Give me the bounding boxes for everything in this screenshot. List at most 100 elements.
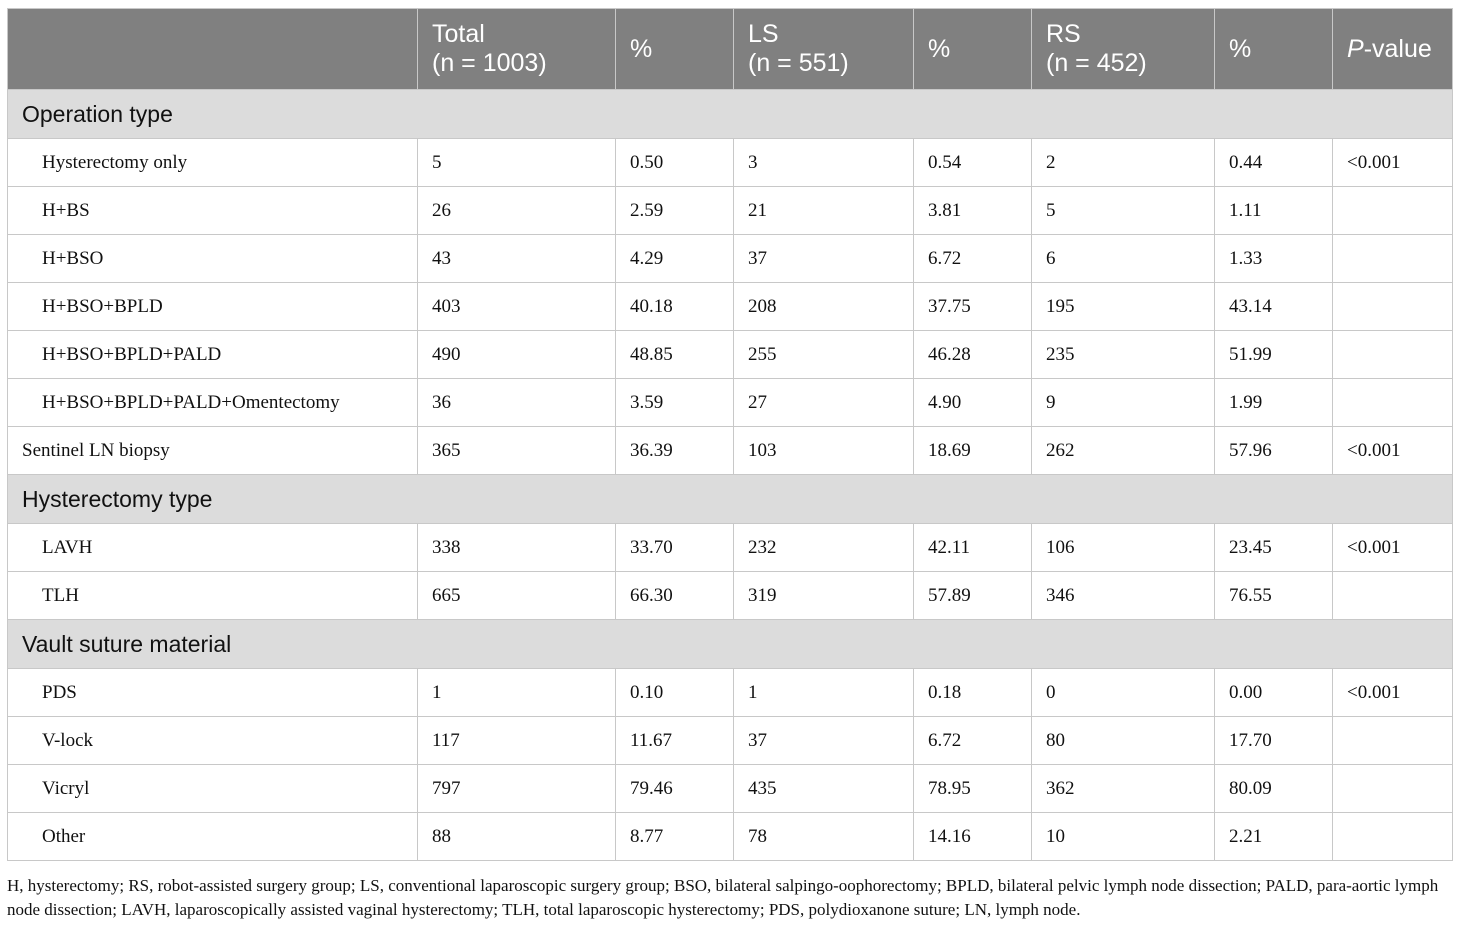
- row-label: LAVH: [7, 523, 418, 572]
- rs-cell: 6: [1031, 234, 1215, 283]
- pvalue-cell: [1332, 378, 1453, 427]
- pvalue-cell: <0.001: [1332, 138, 1453, 187]
- table-row: V-lock 117 11.67 37 6.72 80 17.70: [7, 716, 1453, 765]
- total-pct-cell: 0.50: [615, 138, 734, 187]
- ls-pct-cell: 57.89: [913, 571, 1032, 620]
- total-pct-cell: 33.70: [615, 523, 734, 572]
- pvalue-cell: [1332, 282, 1453, 331]
- pvalue-cell: [1332, 812, 1453, 861]
- header-rs-pct: %: [1214, 8, 1333, 90]
- total-pct-cell: 11.67: [615, 716, 734, 765]
- total-cell: 5: [417, 138, 616, 187]
- table-row: H+BSO 43 4.29 37 6.72 6 1.33: [7, 234, 1453, 283]
- total-cell: 43: [417, 234, 616, 283]
- section-title: Operation type: [7, 89, 1453, 139]
- ls-cell: 21: [733, 186, 914, 235]
- row-label: H+BSO: [7, 234, 418, 283]
- row-label: Sentinel LN biopsy: [7, 426, 418, 475]
- rs-cell: 346: [1031, 571, 1215, 620]
- pvalue-cell: [1332, 571, 1453, 620]
- table-header: Total (n = 1003) % LS (n = 551) % RS (n = 4…: [7, 8, 1453, 90]
- total-cell: 490: [417, 330, 616, 379]
- section-title: Vault suture material: [7, 619, 1453, 669]
- header-total-line2: (n = 1003): [432, 49, 547, 77]
- ls-pct-cell: 0.54: [913, 138, 1032, 187]
- ls-cell: 27: [733, 378, 914, 427]
- rs-pct-cell: 17.70: [1214, 716, 1333, 765]
- rs-cell: 195: [1031, 282, 1215, 331]
- ls-pct-cell: 42.11: [913, 523, 1032, 572]
- row-label: H+BSO+BPLD: [7, 282, 418, 331]
- ls-cell: 103: [733, 426, 914, 475]
- total-pct-cell: 8.77: [615, 812, 734, 861]
- ls-cell: 435: [733, 764, 914, 813]
- table-row: H+BSO+BPLD+PALD+Omentectomy 36 3.59 27 4.90 9…: [7, 378, 1453, 427]
- table-row: H+BSO+BPLD+PALD 490 48.85 255 46.28 235 51.99: [7, 330, 1453, 379]
- pvalue-cell: [1332, 330, 1453, 379]
- rs-pct-cell: 51.99: [1214, 330, 1333, 379]
- ls-pct-cell: 37.75: [913, 282, 1032, 331]
- total-pct-cell: 66.30: [615, 571, 734, 620]
- header-rs-line2: (n = 452): [1046, 49, 1147, 77]
- ls-pct-cell: 14.16: [913, 812, 1032, 861]
- total-cell: 26: [417, 186, 616, 235]
- total-cell: 797: [417, 764, 616, 813]
- header-ls: LS (n = 551): [733, 8, 914, 90]
- row-label: H+BS: [7, 186, 418, 235]
- data-table: Total (n = 1003) % LS (n = 551) % RS (n = 4…: [7, 8, 1453, 861]
- row-label: TLH: [7, 571, 418, 620]
- rs-cell: 10: [1031, 812, 1215, 861]
- rs-pct-cell: 2.21: [1214, 812, 1333, 861]
- section-header-row: Hysterectomy type: [7, 474, 1453, 524]
- rs-pct-cell: 80.09: [1214, 764, 1333, 813]
- rs-pct-cell: 0.44: [1214, 138, 1333, 187]
- row-label: PDS: [7, 668, 418, 717]
- total-cell: 365: [417, 426, 616, 475]
- header-pvalue-rest: -value: [1363, 34, 1432, 63]
- total-cell: 338: [417, 523, 616, 572]
- section-header-row: Vault suture material: [7, 619, 1453, 669]
- rs-pct-cell: 1.11: [1214, 186, 1333, 235]
- table-row: LAVH 338 33.70 232 42.11 106 23.45 <0.001: [7, 523, 1453, 572]
- table-footnote: H, hysterectomy; RS, robot-assisted surg…: [7, 876, 1439, 919]
- table-row: Vicryl 797 79.46 435 78.95 362 80.09: [7, 764, 1453, 813]
- rs-pct-cell: 1.33: [1214, 234, 1333, 283]
- header-blank: [7, 8, 418, 90]
- ls-cell: 232: [733, 523, 914, 572]
- rs-pct-cell: 76.55: [1214, 571, 1333, 620]
- header-rs-line1: RS: [1046, 20, 1081, 48]
- ls-cell: 208: [733, 282, 914, 331]
- total-pct-cell: 0.10: [615, 668, 734, 717]
- rs-pct-cell: 0.00: [1214, 668, 1333, 717]
- ls-pct-cell: 3.81: [913, 186, 1032, 235]
- ls-pct-cell: 0.18: [913, 668, 1032, 717]
- pvalue-cell: [1332, 234, 1453, 283]
- pvalue-cell: [1332, 716, 1453, 765]
- rs-pct-cell: 1.99: [1214, 378, 1333, 427]
- row-label: H+BSO+BPLD+PALD: [7, 330, 418, 379]
- ls-cell: 255: [733, 330, 914, 379]
- table-container: Total (n = 1003) % LS (n = 551) % RS (n = 4…: [7, 8, 1453, 861]
- ls-pct-cell: 18.69: [913, 426, 1032, 475]
- pvalue-cell: [1332, 764, 1453, 813]
- total-pct-cell: 36.39: [615, 426, 734, 475]
- rs-cell: 80: [1031, 716, 1215, 765]
- rs-pct-cell: 43.14: [1214, 282, 1333, 331]
- header-total-line1: Total: [432, 20, 485, 48]
- rs-cell: 106: [1031, 523, 1215, 572]
- header-ls-pct: %: [913, 8, 1032, 90]
- table-row: H+BS 26 2.59 21 3.81 5 1.11: [7, 186, 1453, 235]
- header-ls-line1: LS: [748, 20, 779, 48]
- pvalue-cell: [1332, 186, 1453, 235]
- rs-pct-cell: 23.45: [1214, 523, 1333, 572]
- total-cell: 88: [417, 812, 616, 861]
- section-header-row: Operation type: [7, 89, 1453, 139]
- row-label: V-lock: [7, 716, 418, 765]
- total-pct-cell: 2.59: [615, 186, 734, 235]
- header-total-pct: %: [615, 8, 734, 90]
- rs-cell: 235: [1031, 330, 1215, 379]
- header-rs: RS (n = 452): [1031, 8, 1215, 90]
- total-cell: 117: [417, 716, 616, 765]
- row-label: H+BSO+BPLD+PALD+Omentectomy: [7, 378, 418, 427]
- pvalue-cell: <0.001: [1332, 668, 1453, 717]
